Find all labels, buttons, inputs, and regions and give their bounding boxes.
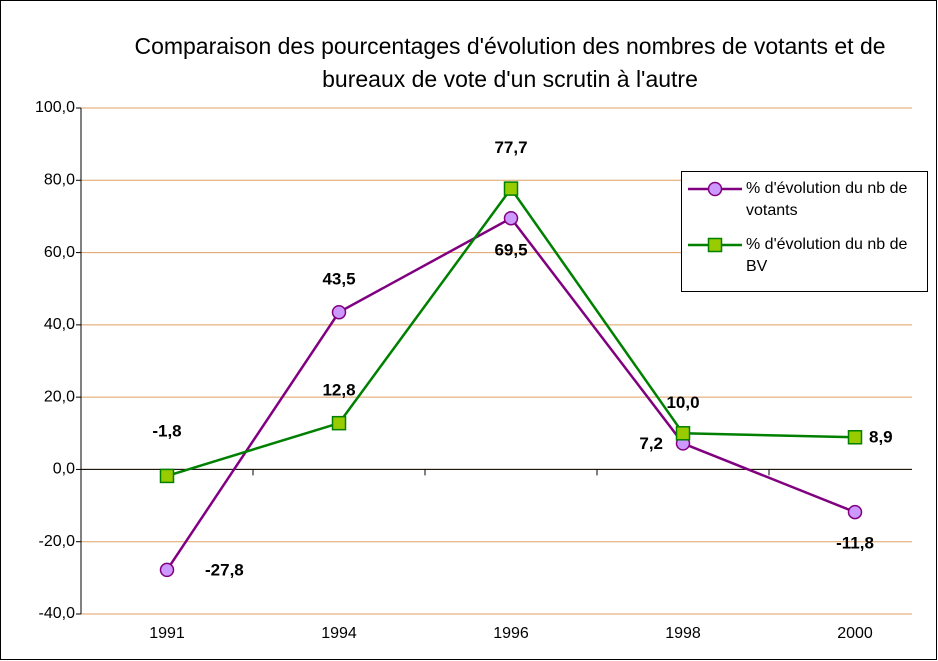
data-label: 77,7 [494,138,527,157]
legend-label: % d'évolution du nb de votants [746,180,908,219]
y-tick-label: -40,0 [39,605,76,622]
marker [159,468,175,484]
x-tick-label: 1996 [493,625,529,642]
data-label: 8,9 [869,428,893,447]
x-tick-label: 1994 [321,625,357,642]
marker [847,430,863,445]
x-tick-label: 1998 [665,625,701,642]
marker [847,504,863,520]
legend-label: % d'évolution du nb de BV [746,236,908,275]
y-tick-label: 100,0 [35,99,75,116]
marker [331,415,347,431]
data-label: -1,8 [152,421,181,440]
legend: % d'évolution du nb de votants % d'évolu… [681,171,928,292]
legend-keys [688,181,742,253]
data-label: -11,8 [836,534,874,553]
y-tick-label: 80,0 [44,172,75,189]
data-label: 43,5 [322,270,355,289]
chart-title: Comparaison des pourcentages d'évolution… [134,33,886,92]
marker [503,181,519,196]
y-tick-label: 60,0 [44,244,75,261]
legend-marker [707,237,723,253]
data-label: 12,8 [322,381,355,400]
y-tick-label: 40,0 [44,316,75,333]
data-label: -27,8 [205,560,244,579]
marker [159,562,175,578]
x-tick-label: 2000 [837,625,873,642]
y-tick-label: 20,0 [44,388,75,405]
data-label: 69,5 [494,241,527,260]
data-label: 10,0 [666,393,699,412]
y-tick-label: 0,0 [53,461,75,478]
data-label: 7,2 [639,434,663,453]
x-tick-label: 1991 [149,625,185,642]
marker [675,426,691,441]
legend-marker [707,181,723,197]
marker [331,304,347,320]
marker [503,210,519,226]
y-tick-label: -20,0 [39,533,76,550]
